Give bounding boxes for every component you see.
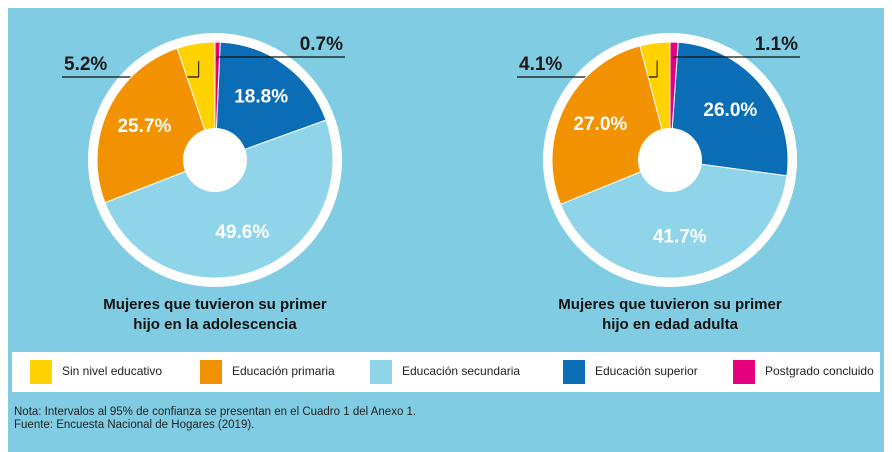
legend-swatch: [733, 360, 755, 384]
note: Nota: Intervalos al 95% de confianza se …: [14, 406, 416, 418]
legend-label: Educación secundaria: [402, 364, 520, 378]
pie-slice: [559, 159, 788, 279]
chart-title: hijo en edad adulta: [602, 316, 739, 333]
pie-slice: [669, 41, 789, 177]
value-label: 41.7%: [653, 226, 707, 247]
legend-label: Educación superior: [595, 364, 698, 378]
chart-title: Mujeres que tuvieron su primer: [103, 296, 327, 313]
value-label: 5.2%: [64, 54, 107, 75]
legend-label: Sin nivel educativo: [62, 364, 162, 378]
pie-hole: [638, 128, 702, 192]
value-label: 0.7%: [300, 34, 343, 55]
legend-swatch: [563, 360, 585, 384]
value-label: 26.0%: [703, 100, 757, 121]
value-label: 4.1%: [519, 54, 562, 75]
value-label: 27.0%: [573, 114, 627, 135]
legend-label: Educación primaria: [232, 364, 335, 378]
legend-swatch: [200, 360, 222, 384]
pie-slice: [104, 119, 334, 279]
note: Fuente: Encuesta Nacional de Hogares (20…: [14, 419, 254, 431]
value-label: 1.1%: [755, 34, 798, 55]
chart-title: hijo en la adolescencia: [133, 316, 297, 333]
value-label: 25.7%: [117, 116, 171, 137]
legend-swatch: [30, 360, 52, 384]
value-label: 18.8%: [234, 86, 288, 107]
legend-swatch: [370, 360, 392, 384]
pie-slice: [214, 41, 327, 161]
legend-label: Postgrado concluido: [765, 364, 874, 378]
value-label: 49.6%: [215, 222, 269, 243]
pie-hole: [183, 128, 247, 192]
chart-title: Mujeres que tuvieron su primer: [558, 296, 782, 313]
